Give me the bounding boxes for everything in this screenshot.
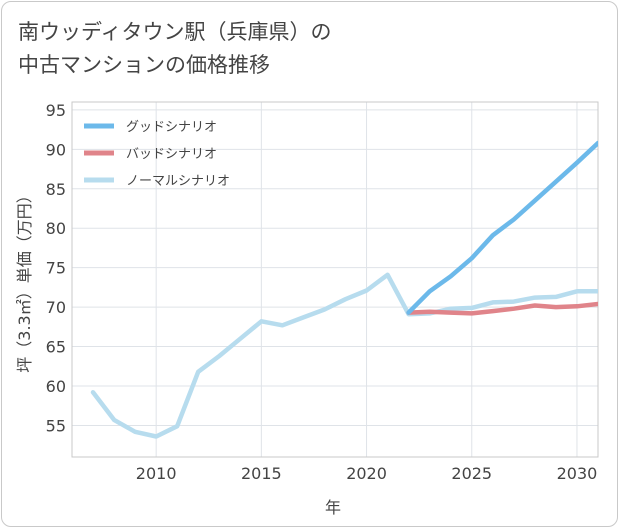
x-tick-label-2015: 2015: [241, 464, 282, 483]
x-tick-label-2025: 2025: [451, 464, 492, 483]
chart-title-line2: 中古マンションの価格推移: [18, 53, 270, 77]
y-tick-label-65: 65: [46, 338, 66, 357]
y-tick-label-80: 80: [46, 219, 66, 238]
y-tick-label-55: 55: [46, 416, 66, 435]
series-line-2: [90, 272, 598, 439]
plot-area-border: [71, 101, 599, 458]
x-tick-label-2030: 2030: [557, 464, 598, 483]
y-tick-label-60: 60: [46, 377, 66, 396]
chart-title: 南ウッディタウン駅（兵庫県）の 中古マンションの価格推移: [18, 16, 332, 82]
legend-label-2: ノーマルシナリオ: [126, 174, 230, 189]
legend-label-0: グッドシナリオ: [126, 120, 217, 135]
x-tick-label-2010: 2010: [136, 464, 177, 483]
y-tick-label-70: 70: [46, 298, 66, 317]
chart-title-line1: 南ウッディタウン駅（兵庫県）の: [18, 20, 332, 44]
y-tick-label-90: 90: [46, 140, 66, 159]
series-line-0: [406, 140, 598, 315]
y-tick-label-75: 75: [46, 259, 66, 278]
x-axis-label: 年: [325, 498, 341, 517]
series-lines: [90, 140, 598, 439]
grid: [72, 102, 598, 457]
y-axis-label: 坪（3.3㎡）単価（万円）: [15, 187, 34, 372]
y-tick-label-95: 95: [46, 101, 66, 120]
x-tick-label-2020: 2020: [346, 464, 387, 483]
y-tick-label-85: 85: [46, 180, 66, 199]
legend-label-1: バッドシナリオ: [126, 147, 217, 162]
tick-labels: 55 60 65 70 75 80 85 90 95 2010 2015 2020 2025 2030: [46, 101, 598, 483]
series-line-1: [406, 301, 598, 316]
